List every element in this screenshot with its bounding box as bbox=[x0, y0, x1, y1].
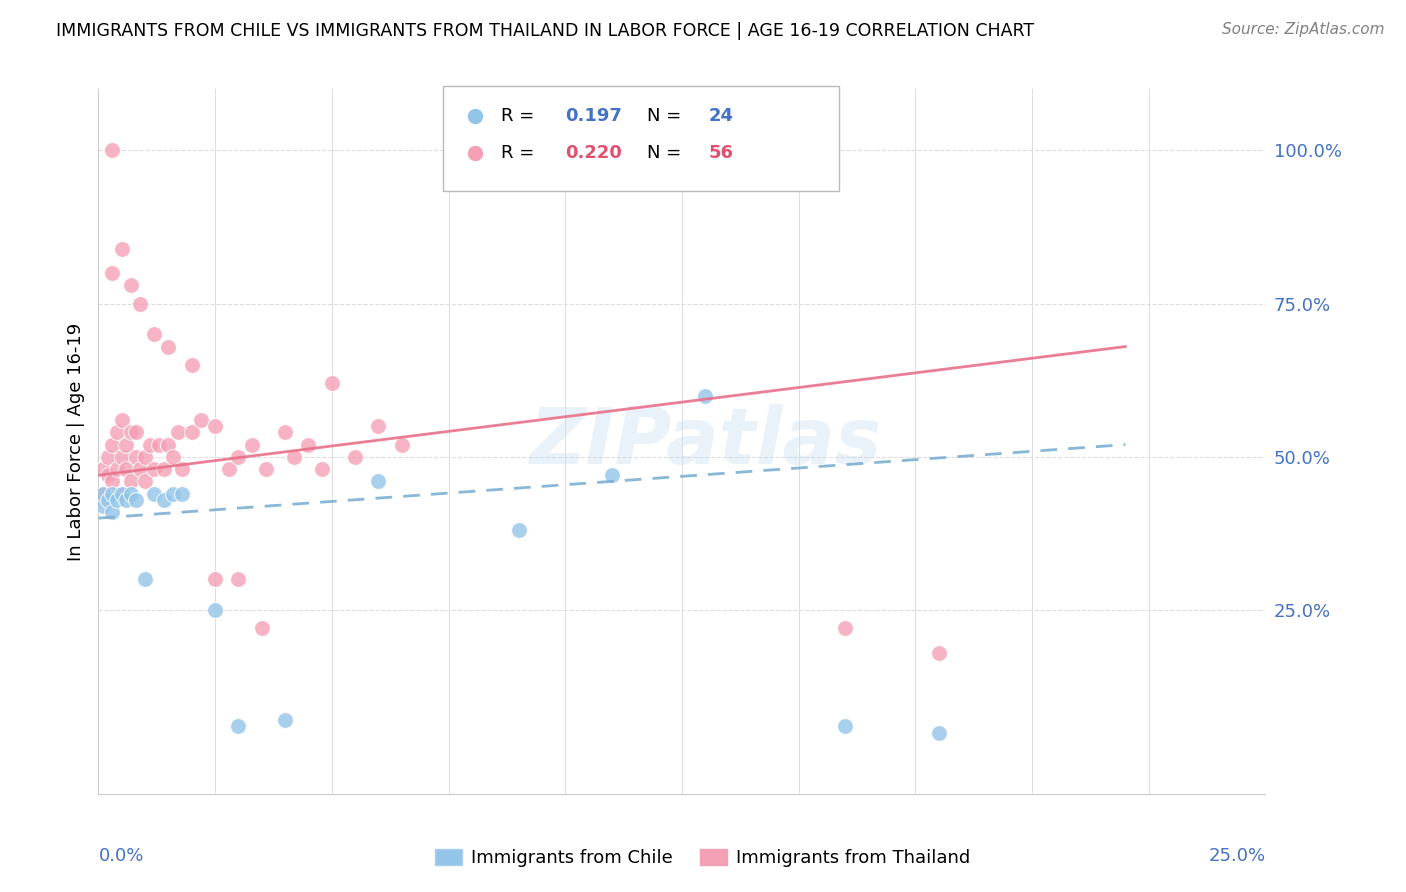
Point bbox=[152, 462, 174, 476]
Point bbox=[695, 388, 717, 402]
Point bbox=[105, 492, 128, 507]
Point bbox=[111, 486, 134, 500]
Point bbox=[111, 486, 134, 500]
Point bbox=[91, 462, 114, 476]
Point bbox=[101, 475, 124, 489]
Point bbox=[297, 437, 319, 451]
Point bbox=[180, 425, 202, 440]
Text: IMMIGRANTS FROM CHILE VS IMMIGRANTS FROM THAILAND IN LABOR FORCE | AGE 16-19 COR: IMMIGRANTS FROM CHILE VS IMMIGRANTS FROM… bbox=[56, 22, 1035, 40]
Point bbox=[157, 437, 180, 451]
Text: R =: R = bbox=[501, 107, 540, 125]
Point bbox=[391, 437, 413, 451]
Point bbox=[111, 450, 134, 464]
Point bbox=[139, 437, 162, 451]
Point bbox=[321, 376, 343, 391]
Point bbox=[152, 492, 174, 507]
Point bbox=[283, 450, 305, 464]
Text: 25.0%: 25.0% bbox=[1208, 847, 1265, 864]
Point bbox=[180, 358, 202, 372]
Point bbox=[166, 425, 188, 440]
Point bbox=[274, 425, 297, 440]
Point bbox=[600, 468, 623, 483]
Point bbox=[125, 425, 148, 440]
Point bbox=[91, 486, 114, 500]
Point bbox=[91, 499, 114, 513]
Text: 0.197: 0.197 bbox=[565, 107, 621, 125]
Point bbox=[204, 419, 226, 434]
Point bbox=[834, 622, 856, 636]
Point bbox=[508, 524, 530, 538]
Point bbox=[134, 573, 156, 587]
Text: Source: ZipAtlas.com: Source: ZipAtlas.com bbox=[1222, 22, 1385, 37]
Point bbox=[148, 437, 170, 451]
Point bbox=[928, 646, 950, 660]
Point bbox=[97, 450, 120, 464]
Text: 0.220: 0.220 bbox=[565, 144, 621, 161]
Text: N =: N = bbox=[647, 144, 688, 161]
Point bbox=[101, 437, 124, 451]
Text: 0.0%: 0.0% bbox=[98, 847, 143, 864]
Point bbox=[97, 468, 120, 483]
Point bbox=[143, 327, 166, 342]
Point bbox=[172, 462, 194, 476]
Point bbox=[129, 296, 152, 310]
Point bbox=[311, 462, 333, 476]
Point bbox=[157, 340, 180, 354]
Point bbox=[120, 278, 142, 293]
Point bbox=[101, 266, 124, 280]
Point bbox=[105, 425, 128, 440]
Point bbox=[125, 492, 148, 507]
Point bbox=[129, 462, 152, 476]
Point bbox=[367, 475, 389, 489]
Point bbox=[162, 450, 184, 464]
Point bbox=[162, 486, 184, 500]
Text: N =: N = bbox=[647, 107, 688, 125]
Point bbox=[204, 603, 226, 617]
Point bbox=[115, 462, 138, 476]
Point bbox=[367, 419, 389, 434]
Point bbox=[134, 475, 156, 489]
Point bbox=[115, 437, 138, 451]
Point bbox=[101, 144, 124, 158]
Text: 24: 24 bbox=[709, 107, 734, 125]
Point bbox=[256, 462, 278, 476]
Point bbox=[125, 450, 148, 464]
FancyBboxPatch shape bbox=[443, 86, 839, 192]
Point bbox=[190, 413, 212, 427]
Point bbox=[105, 462, 128, 476]
Point bbox=[101, 505, 124, 519]
Point bbox=[111, 242, 134, 256]
Point bbox=[101, 486, 124, 500]
Point bbox=[228, 719, 250, 733]
Point bbox=[344, 450, 367, 464]
Point bbox=[834, 719, 856, 733]
Point bbox=[274, 714, 297, 728]
Point bbox=[228, 450, 250, 464]
Point bbox=[91, 486, 114, 500]
Point bbox=[115, 492, 138, 507]
Y-axis label: In Labor Force | Age 16-19: In Labor Force | Age 16-19 bbox=[66, 322, 84, 561]
Point bbox=[242, 437, 264, 451]
Point bbox=[250, 622, 273, 636]
Legend: Immigrants from Chile, Immigrants from Thailand: Immigrants from Chile, Immigrants from T… bbox=[427, 841, 979, 874]
Point bbox=[120, 475, 142, 489]
Point bbox=[928, 725, 950, 739]
Point bbox=[111, 413, 134, 427]
Point bbox=[143, 462, 166, 476]
Point bbox=[120, 486, 142, 500]
Point bbox=[97, 492, 120, 507]
Point bbox=[120, 425, 142, 440]
Point bbox=[228, 573, 250, 587]
Text: R =: R = bbox=[501, 144, 540, 161]
Text: ZIPatlas: ZIPatlas bbox=[529, 403, 882, 480]
Point bbox=[218, 462, 240, 476]
Point bbox=[134, 450, 156, 464]
Point bbox=[143, 486, 166, 500]
Point bbox=[172, 486, 194, 500]
Text: 56: 56 bbox=[709, 144, 734, 161]
Point bbox=[204, 573, 226, 587]
